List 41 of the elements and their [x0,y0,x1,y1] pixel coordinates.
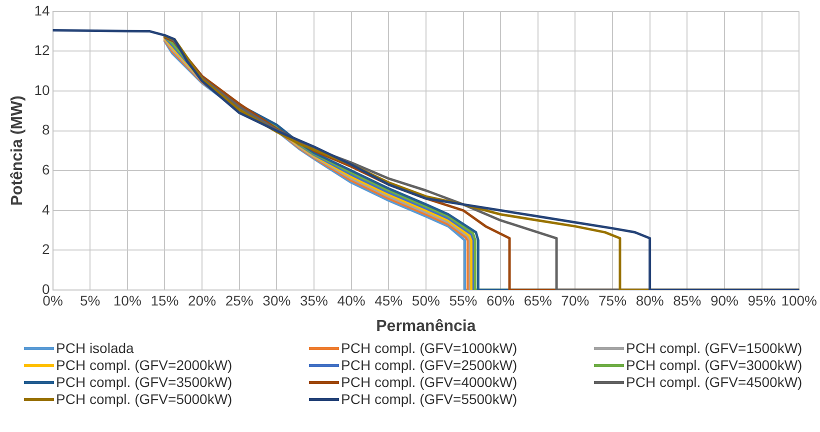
y-tick-label: 14 [34,2,50,18]
x-tick-label: 80% [636,292,664,308]
x-tick-label: 65% [524,292,552,308]
legend-label: PCH compl. (GFV=4000kW) [341,374,518,390]
legend-label: PCH compl. (GFV=2000kW) [56,357,232,373]
y-tick-label: 6 [42,161,50,178]
y-tick-label: 0 [42,280,50,297]
x-tick-label: 55% [449,292,478,308]
x-tick-label: 40% [337,292,366,308]
legend-label: PCH compl. (GFV=1500kW) [626,340,802,356]
legend-label: PCH isolada [56,340,134,356]
x-tick-label: 90% [710,292,738,308]
x-tick-label: 20% [188,292,216,308]
legend-label: PCH compl. (GFV=3000kW) [626,357,802,373]
y-tick-label: 8 [42,122,50,138]
x-tick-label: 15% [150,292,179,308]
y-tick-label: 4 [42,201,50,218]
x-tick-label: 70% [561,292,590,308]
x-tick-label: 85% [673,292,702,308]
legend-label: PCH compl. (GFV=4500kW) [626,374,802,390]
legend-label: PCH compl. (GFV=1000kW) [341,340,518,356]
x-tick-label: 75% [598,292,627,308]
x-tick-label: 30% [262,292,291,308]
x-tick-label: 60% [486,292,515,308]
x-tick-label: 45% [374,292,403,308]
y-tick-label: 12 [34,42,50,58]
legend-label: PCH compl. (GFV=3500kW) [56,374,232,390]
legend-label: PCH compl. (GFV=5500kW) [341,391,518,407]
y-tick-label: 2 [42,241,50,258]
x-tick-label: 95% [748,292,776,308]
x-tick-label: 10% [113,292,142,308]
x-tick-label: 25% [225,292,254,308]
legend-label: PCH compl. (GFV=5000kW) [56,391,232,407]
x-tick-label: 100% [781,292,818,308]
legend-label: PCH compl. (GFV=2500kW) [341,357,518,373]
y-tick-label: 10 [34,82,50,98]
x-tick-label: 50% [412,292,440,308]
x-tick-label: 5% [80,292,100,308]
y-axis-title: Potência (MW) [9,96,26,206]
x-axis-title: Permanência [376,318,476,335]
x-tick-label: 35% [300,292,328,308]
